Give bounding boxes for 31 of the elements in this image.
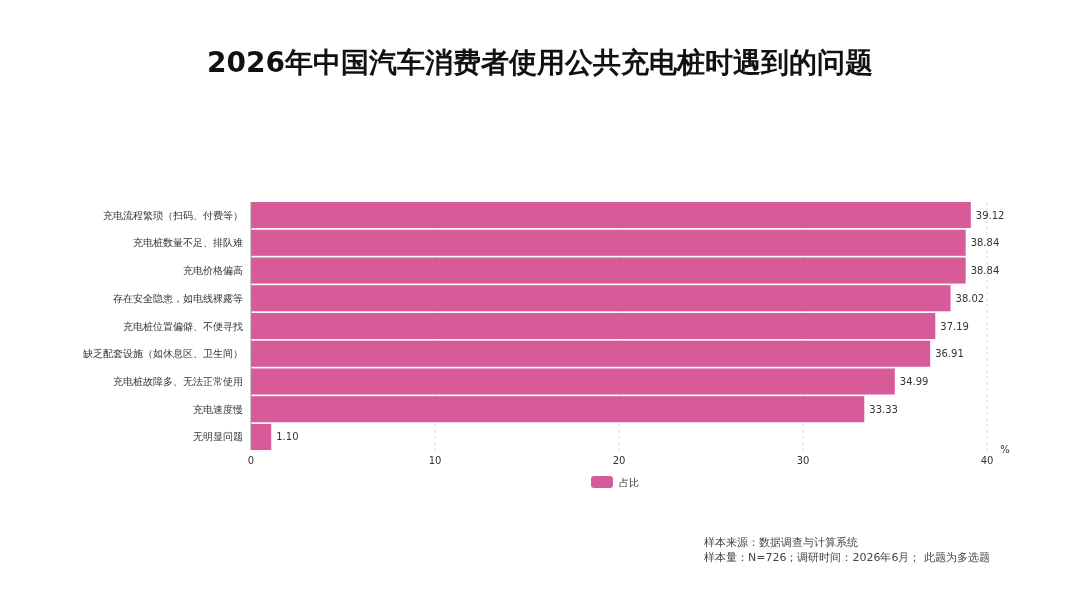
data-label: 38.84	[970, 237, 1000, 249]
x-tick-label: 10	[428, 455, 442, 466]
y-tick-label: 充电桩数量不足、排队难	[133, 237, 243, 249]
y-tick-label: 充电桩位置偏僻、不便寻找	[123, 320, 243, 332]
data-label: 34.99	[899, 375, 929, 387]
chart-title: 2026年中国汽车消费者使用公共充电桩时遇到的问题	[207, 46, 873, 79]
bar	[251, 202, 971, 229]
x-tick-label: 0	[247, 455, 255, 466]
x-tick-label: 30	[796, 455, 810, 466]
data-label: 37.19	[940, 320, 969, 332]
y-tick-label: 无明显问题	[193, 431, 243, 443]
y-tick-label: 存在安全隐患，如电线裸露等	[113, 292, 243, 304]
text: 样本来源：数据调查与计算系统	[704, 536, 858, 549]
x-tick-label: 20	[612, 455, 626, 466]
bar	[251, 312, 936, 340]
data-label: 36.91	[935, 348, 964, 360]
x-axis-title: %	[1000, 444, 1010, 455]
bar	[251, 423, 272, 450]
y-tick-label: 充电速度慢	[193, 403, 243, 415]
data-label: 38.02	[955, 292, 985, 304]
data-label: 1.10	[276, 431, 299, 443]
data-label: 33.33	[869, 403, 898, 415]
y-tick-label: 充电价格偏高	[183, 265, 243, 277]
y-tick-label: 充电桩故障多、无法正常使用	[113, 375, 243, 387]
y-tick-label: 缺乏配套设施（如休息区、卫生间）	[83, 348, 243, 360]
x-tick-label: 40	[980, 455, 994, 466]
data-label: 39.12	[975, 209, 1005, 221]
text: 样本量：N=726；调研时间：2026年6月； 此题为多选题	[704, 551, 990, 564]
legend-label: 占比	[619, 476, 639, 488]
data-label: 38.84	[970, 265, 1000, 277]
y-tick-label: 充电流程繁琐（扫码、付费等）	[103, 209, 243, 221]
